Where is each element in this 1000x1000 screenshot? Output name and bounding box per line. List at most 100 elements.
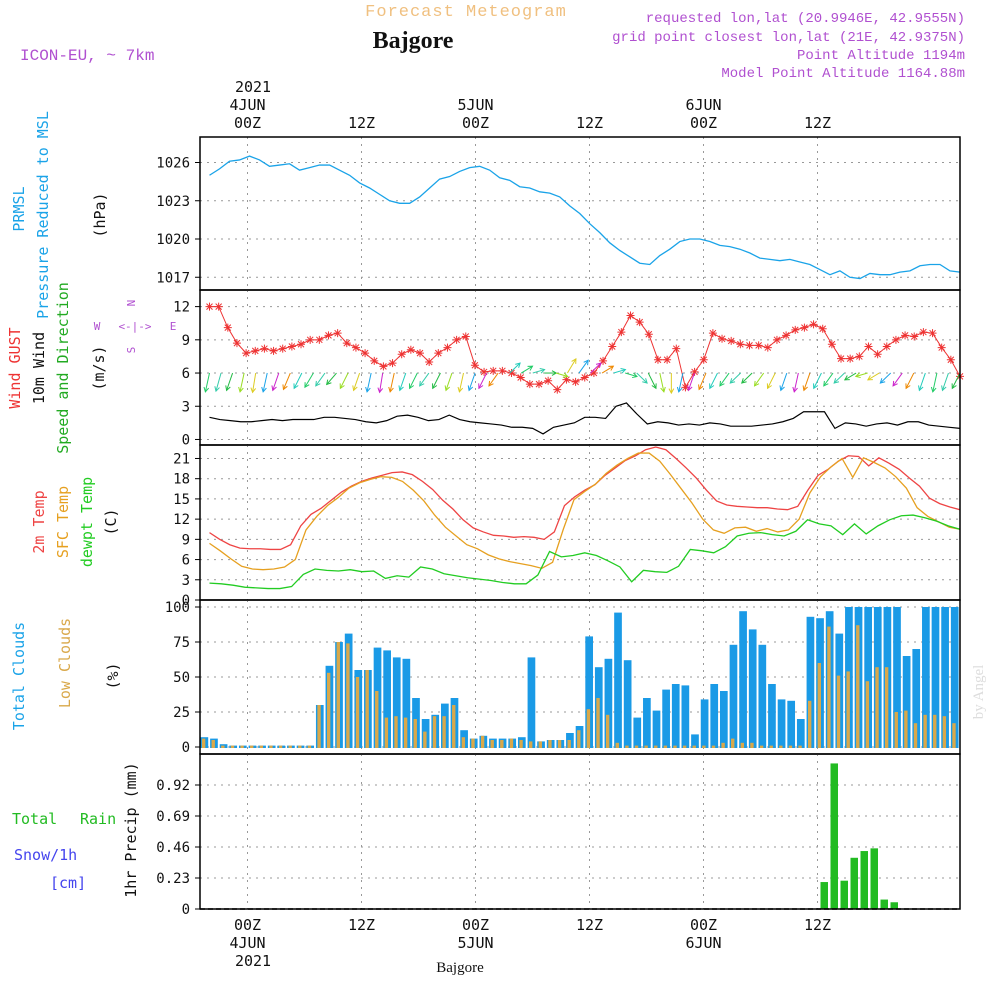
low-cloud-bar (750, 742, 754, 748)
wind-arrow-head (388, 386, 394, 393)
low-cloud-bar (913, 723, 918, 748)
model-altitude: Model Point Altitude 1164.88m (721, 66, 965, 82)
low-cloud-bar (375, 691, 379, 748)
pressure-labels: PRMSL Pressure Reduced to MSL (hPa) (10, 111, 109, 319)
wind-arrow (918, 372, 926, 391)
wind-arrow (458, 372, 465, 392)
gust-marker (443, 343, 452, 352)
precip-axis-label: 1hr Precip (mm) (122, 762, 140, 897)
precip-bar (820, 882, 828, 909)
wind-arrow-head (668, 388, 675, 395)
wind-arrow (793, 372, 799, 392)
low-cloud-bar (346, 643, 350, 748)
gust-marker (361, 349, 370, 358)
low-cloud-bar (452, 705, 456, 748)
wind-arrow (304, 372, 314, 388)
top-hour-label: 12Z (804, 114, 831, 132)
low-cloud-bar (605, 714, 610, 748)
wind-arrow (719, 372, 730, 387)
total-cloud-bar (796, 719, 805, 748)
wind-arrow-head (457, 386, 464, 393)
wind-arrow (813, 372, 822, 389)
wind-unit-label: (m/s) (90, 345, 108, 390)
top-hour-label: 00Z (690, 114, 717, 132)
low-cloud-bar (596, 698, 600, 748)
panel-border (199, 753, 961, 910)
low-cloud-bar (567, 740, 571, 748)
y-tick-label: 12 (173, 512, 190, 528)
wind-arrow (272, 372, 280, 391)
total-cloud-bar (392, 657, 401, 748)
wind-arrow (555, 372, 568, 377)
wind-arrow (844, 372, 857, 381)
total-cloud-bar (652, 710, 661, 748)
top-year: 2021 (235, 78, 271, 96)
wind-arrow (204, 372, 210, 392)
wind-arrow (399, 372, 407, 391)
low-cloud-bar (538, 741, 542, 748)
wind-arrow (379, 372, 384, 393)
wind-arrow (659, 372, 665, 392)
gust-marker (681, 383, 690, 392)
low-cloud-bar (769, 745, 773, 748)
low-cloud-bar (865, 681, 870, 748)
bottom-hour-label: 12Z (576, 916, 603, 934)
low-cloud-bar (230, 745, 235, 748)
total-cloud-bar (719, 691, 728, 748)
gust-marker (937, 343, 946, 352)
wind-arrow (315, 372, 326, 387)
panel-5: 0 0.23 0.46 0.69 0.92 (156, 753, 961, 918)
gust-marker (297, 340, 306, 349)
total-cloud-bar (623, 660, 632, 748)
low-cloud-bar (846, 671, 850, 748)
wind-arrow-head (488, 380, 494, 387)
temp-labels: 2m Temp SFC Temp dewpt Temp (C) (30, 477, 120, 567)
wind-arrow (293, 372, 303, 389)
wind-arrow (389, 372, 395, 392)
wind-arrow (833, 372, 845, 384)
compass-w: W (94, 320, 101, 333)
wind-arrow (780, 372, 788, 391)
sfc-temp-line (209, 452, 961, 571)
rain-label: Rain (80, 810, 116, 828)
gust-marker (754, 341, 763, 350)
wind-arrow (932, 372, 938, 392)
gust-marker (846, 354, 855, 363)
wind-arrow-head (792, 386, 798, 393)
gust-marker (480, 367, 489, 376)
wind-arrow (532, 369, 545, 374)
panel-4: 0 25 50 75 100 (165, 599, 961, 756)
low-cloud-bar (355, 677, 360, 748)
wind-dir-label: Speed and Direction (54, 282, 72, 454)
wind-arrow-head (282, 384, 288, 391)
wind-arrow-head (941, 385, 947, 392)
wind-arrow-head (833, 378, 840, 384)
wind-arrow (239, 372, 245, 392)
low-cloud-bar (298, 745, 302, 748)
wind-arrow (678, 372, 684, 392)
low-cloud-bar (317, 705, 321, 748)
cloud-unit-label: (%) (104, 662, 122, 689)
wind-arrow (636, 372, 648, 384)
compass-n: N (125, 300, 138, 307)
low-cloud-bar (654, 745, 658, 748)
wind-arrow (879, 372, 892, 384)
wind-arrow-head (631, 372, 638, 379)
gust-marker (818, 324, 827, 333)
y-tick-label: 6 (182, 553, 190, 569)
low-cloud-bar (625, 745, 629, 748)
snow-unit-label: [cm] (50, 874, 86, 892)
wind-arrow-head (315, 380, 321, 387)
sfc-temp-label: SFC Temp (54, 486, 72, 558)
wind-arrow-head (352, 385, 358, 392)
gust-marker (452, 335, 461, 344)
gust-marker (800, 323, 809, 332)
footer-location: Bajgore (436, 960, 484, 976)
grid-coords: grid point closest lon,lat (21E, 42.9375… (612, 30, 965, 46)
gust-marker (461, 332, 470, 341)
wind-arrow (419, 372, 430, 387)
wind-arrow (754, 372, 765, 387)
low-cloud-bar (586, 709, 591, 748)
y-tick-label: 9 (182, 532, 190, 548)
